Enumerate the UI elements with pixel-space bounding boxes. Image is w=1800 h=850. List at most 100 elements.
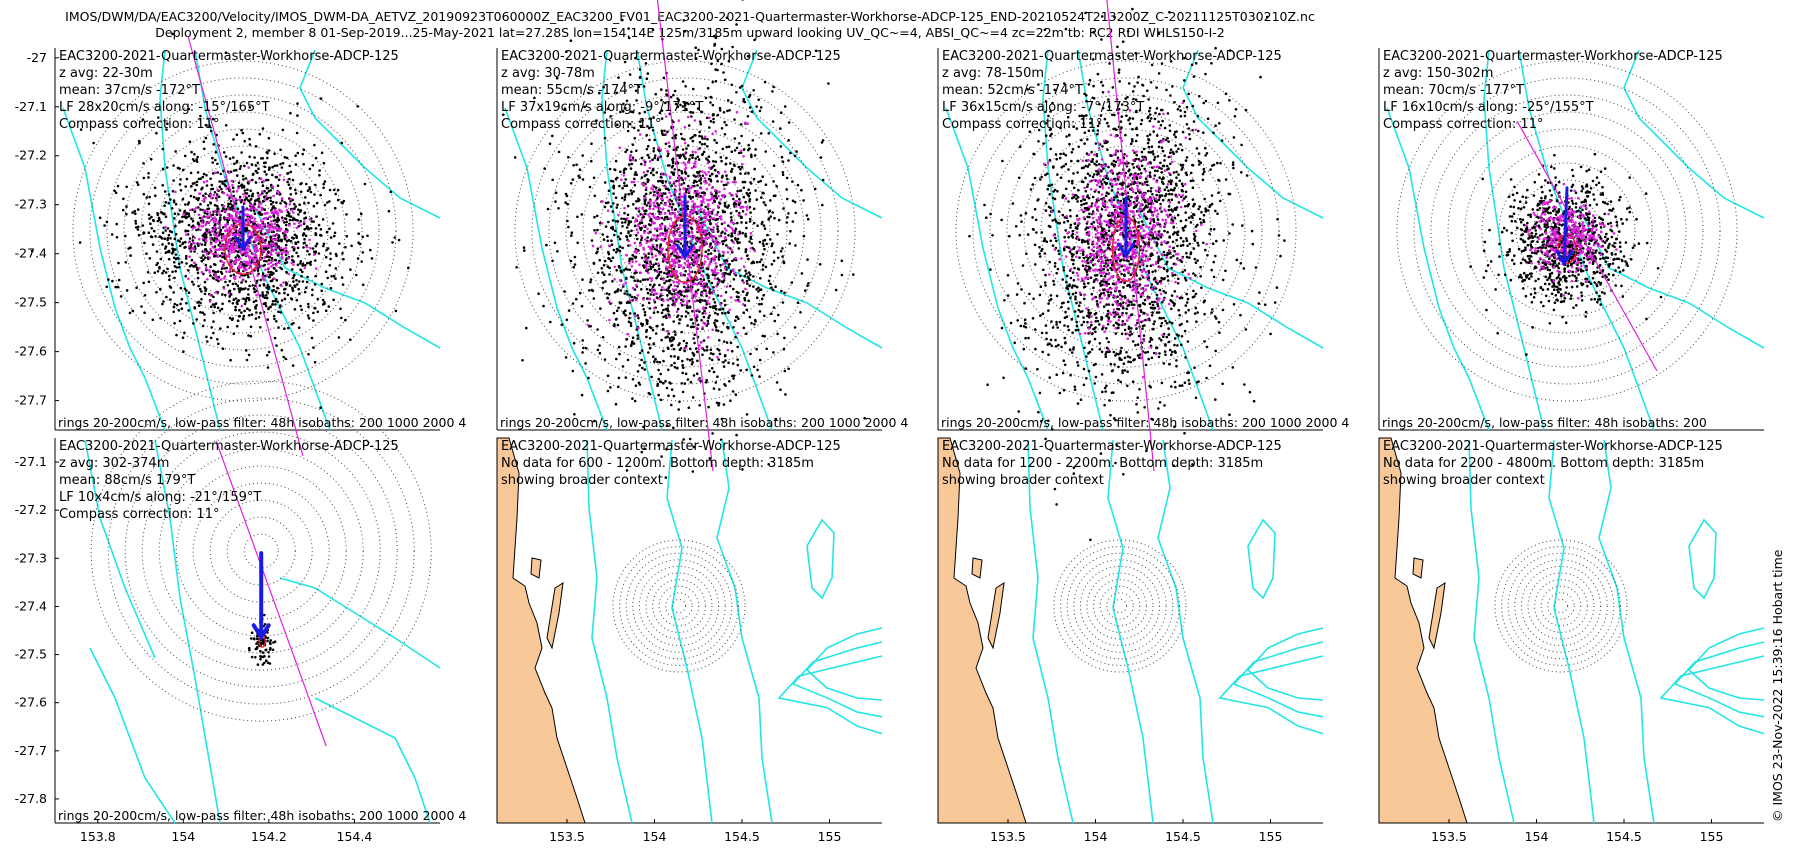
scatter-point [653, 154, 657, 157]
scatter-point [680, 293, 683, 297]
scatter-point [707, 405, 710, 409]
scatter-point [779, 388, 782, 392]
scatter-point [323, 180, 327, 183]
isobath-line [62, 107, 166, 431]
panel-label: z avg: 22-30m [59, 66, 153, 81]
scatter-point [734, 319, 737, 323]
scatter-point [149, 157, 153, 161]
scatter-point [584, 362, 587, 365]
scatter-point [701, 174, 705, 177]
scatter-point [320, 282, 324, 286]
scatter-point [755, 260, 759, 264]
scatter-point [655, 324, 658, 328]
scatter-point [716, 230, 720, 233]
scatter-point [802, 234, 806, 238]
scatter-point [666, 304, 670, 307]
scatter-point [580, 393, 584, 397]
scatter-point [287, 171, 290, 175]
scatter-point [727, 59, 731, 63]
scatter-point [769, 238, 772, 241]
scatter-point [674, 136, 677, 140]
scatter-point [712, 164, 716, 167]
scatter-point [723, 170, 727, 173]
scatter-point [670, 403, 673, 407]
scatter-point [289, 199, 292, 203]
scatter-point [759, 179, 762, 183]
scatter-point [235, 324, 239, 328]
scatter-point [161, 231, 165, 234]
scatter-point [746, 275, 750, 279]
scatter-point [221, 293, 224, 296]
scatter-point [710, 96, 713, 99]
scatter-point [249, 207, 253, 210]
scatter-point [670, 272, 673, 276]
scatter-point [237, 232, 240, 236]
scatter-point [711, 270, 715, 274]
scatter-point [693, 162, 697, 165]
scatter-point [521, 359, 524, 362]
scatter-point [166, 250, 169, 254]
scatter-point [660, 172, 664, 175]
panel-label: EAC3200-2021-Quartermaster-Workhorse-ADC… [59, 49, 399, 64]
scatter-point [642, 224, 646, 228]
scatter-point [690, 357, 694, 361]
scatter-point [701, 270, 705, 273]
scatter-point [644, 257, 647, 260]
scatter-point [693, 250, 696, 254]
scatter-point [712, 197, 716, 200]
scatter-point [209, 336, 213, 340]
scatter-point [695, 194, 698, 198]
scatter-point [655, 236, 659, 239]
scatter-point [220, 307, 224, 311]
scatter-point [241, 278, 244, 282]
scatter-point [238, 198, 242, 201]
scatter-point [669, 382, 672, 385]
scatter-point [256, 269, 260, 272]
scatter-point [200, 290, 203, 293]
scatter-point [703, 220, 707, 223]
scatter-point [692, 102, 696, 106]
scatter-point [243, 251, 246, 254]
scatter-point [652, 311, 656, 315]
scatter-point [640, 176, 644, 179]
scatter-point [748, 205, 752, 209]
scatter-point [204, 256, 207, 260]
scatter-point [660, 311, 664, 315]
scatter-point [270, 202, 273, 206]
scatter-point [598, 258, 601, 262]
scatter-point [342, 199, 346, 203]
scatter-point [596, 228, 599, 232]
scatter-point [697, 158, 701, 161]
scatter-point [693, 292, 697, 296]
scatter-point [731, 269, 735, 273]
scatter-point [676, 315, 679, 319]
scatter-point [710, 281, 714, 285]
scatter-point [287, 272, 291, 276]
scatter-point [318, 169, 321, 172]
scatter-point [638, 263, 641, 267]
scatter-point [253, 202, 256, 205]
scatter-point [262, 161, 266, 165]
scatter-point [268, 225, 272, 229]
scatter-point [269, 251, 273, 254]
scatter-point [592, 176, 596, 180]
scatter-point [284, 205, 288, 208]
scatter-point [631, 260, 634, 264]
scatter-point [736, 363, 740, 367]
scatter-point [731, 259, 734, 263]
scatter-point [202, 180, 206, 184]
scatter-point [644, 238, 647, 241]
scatter-point [689, 380, 693, 384]
scatter-point [316, 297, 320, 301]
scatter-point [693, 184, 696, 188]
scatter-point [699, 379, 702, 383]
scatter-point [709, 305, 712, 309]
scatter-point [167, 201, 170, 205]
scatter-point [694, 242, 697, 245]
scatter-point [672, 426, 675, 430]
scatter-point [649, 283, 652, 287]
scatter-point [627, 239, 630, 243]
scatter-point [776, 233, 779, 236]
scatter-point [212, 331, 215, 335]
scatter-point [288, 177, 291, 181]
